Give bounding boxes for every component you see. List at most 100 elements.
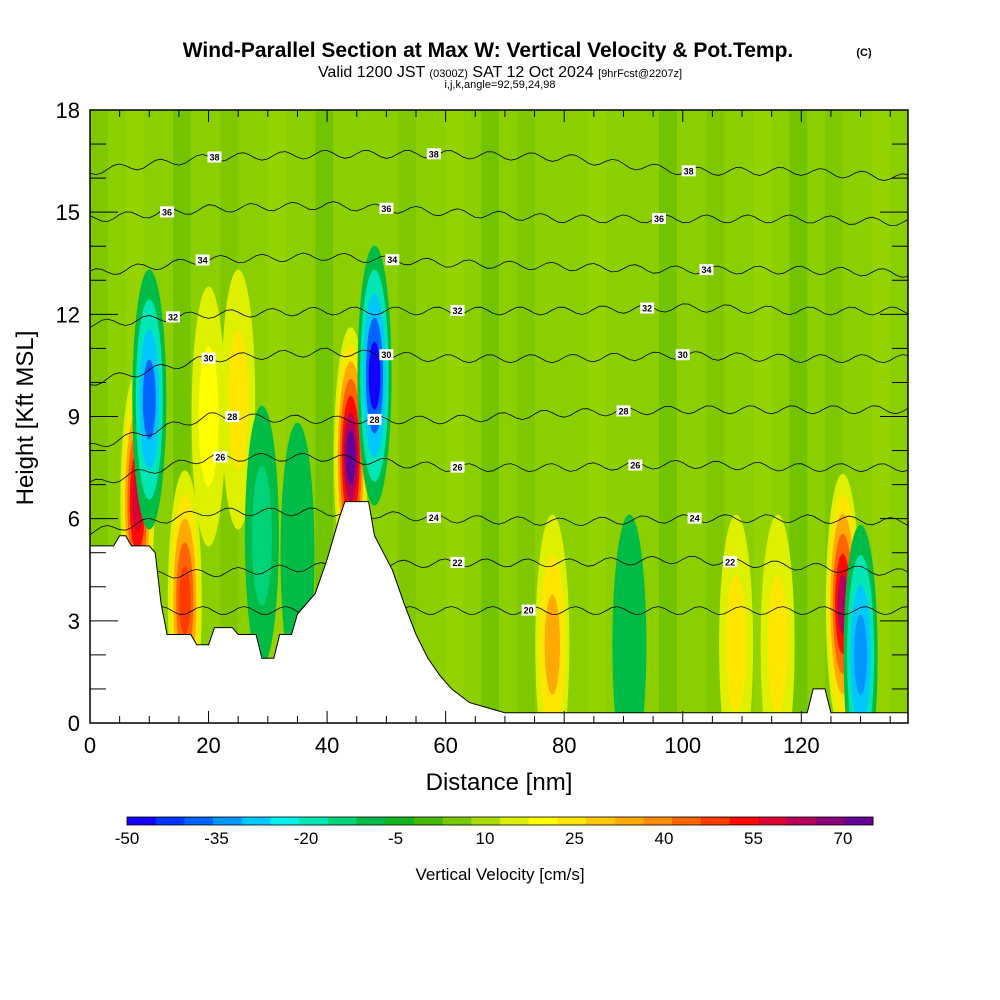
colorbar-swatch [327, 817, 358, 825]
colorbar-swatch [643, 817, 673, 825]
colorbar-tick-label: 70 [834, 829, 853, 848]
valid-date: SAT 12 Oct 2024 [472, 64, 593, 81]
plot-area: 20 22 22 24 24 26 26 26 28 28 28 30 30 30 32 32 32 34 34 34… [90, 110, 908, 723]
colorbar-swatch [270, 817, 300, 825]
contour-label: 38 [684, 166, 694, 176]
band [481, 110, 499, 723]
y-tick-label: 18 [56, 98, 80, 123]
contour-label-bg [160, 206, 175, 218]
colorbar-tick-label: -35 [204, 829, 229, 848]
theta-contour-line [90, 507, 908, 536]
colorbar-swatch [815, 817, 845, 825]
section-params: i,j,k,angle=92,59,24,98 [444, 79, 555, 91]
contour-label: 38 [429, 149, 439, 159]
w-cell [179, 566, 191, 635]
theta-contour-line [90, 150, 908, 182]
contour-label: 36 [162, 207, 172, 217]
w-cell [198, 346, 219, 487]
w-cell [368, 341, 381, 410]
y-tick-label: 3 [68, 609, 80, 634]
x-tick-label: 20 [196, 733, 220, 758]
contour-label: 26 [215, 452, 225, 462]
band [516, 110, 535, 723]
colorbar-swatch [672, 817, 702, 825]
colorbar-swatch [614, 817, 644, 825]
contour-label-bg [385, 254, 400, 266]
colorbar: -50 -35 -20 -5 10 25 40 55 70 [115, 816, 874, 848]
contour-label-bg [723, 556, 738, 568]
contour-label-bg [675, 349, 690, 361]
contour-label: 32 [168, 312, 178, 322]
contour-label-bg [521, 604, 536, 616]
w-cell [142, 359, 156, 440]
copyright-mark: (C) [856, 47, 872, 59]
contour-label: 32 [452, 306, 462, 316]
contour-label: 36 [654, 214, 664, 224]
theta-contour-line [90, 201, 908, 227]
colorbar-swatch [528, 817, 558, 825]
y-tick-label: 6 [68, 507, 80, 532]
colorbar-swatch [184, 817, 214, 825]
colorbar-tick-label: 55 [744, 829, 763, 848]
contour-label: 26 [630, 461, 640, 471]
colorbar-swatch [500, 817, 530, 825]
colorbar-swatch [155, 817, 185, 825]
contour-label: 20 [524, 606, 534, 616]
valid-time-line: Valid 1200 JST (0300Z) SAT 12 Oct 2024 [… [318, 64, 682, 81]
contour-label-bg [426, 511, 441, 523]
contour-label: 30 [678, 350, 688, 360]
w-cell [619, 574, 640, 715]
w-cell [726, 574, 747, 715]
contour-label: 34 [701, 265, 711, 275]
contour-label-bg [681, 165, 696, 177]
contour-label-bg [379, 349, 394, 361]
valid-utc: (0300Z) [429, 68, 468, 80]
colorbar-frame [126, 816, 874, 826]
colorbar-tick-label: -5 [388, 829, 403, 848]
contour-label: 24 [690, 514, 700, 524]
y-tick-label: 12 [56, 302, 80, 327]
colorbar-swatch [729, 817, 759, 825]
contour-label-bg [213, 451, 228, 463]
colorbar-tick-label: -50 [115, 829, 140, 848]
colorbar-swatch [356, 817, 386, 825]
colorbar-swatch [241, 817, 271, 825]
forecast-info: [9hrFcst@2207z] [598, 68, 682, 80]
contour-label: 26 [452, 463, 462, 473]
band [587, 110, 606, 723]
x-tick-label: 120 [783, 733, 820, 758]
x-tick-label: 100 [664, 733, 701, 758]
band [706, 110, 725, 723]
colorbar-tick-label: 40 [655, 829, 674, 848]
contour-label: 28 [370, 415, 380, 425]
colorbar-swatch [127, 817, 157, 825]
colorbar-swatch [442, 817, 472, 825]
x-tick-label: 60 [433, 733, 457, 758]
contour-label: 24 [429, 513, 439, 523]
x-tick-label: 40 [315, 733, 339, 758]
colorbar-swatch [700, 817, 731, 825]
colorbar-swatch [213, 817, 243, 825]
colorbar-swatch [471, 817, 501, 825]
terrain [90, 501, 908, 723]
contour-label: 38 [209, 153, 219, 163]
theta-contour-line [90, 252, 908, 278]
y-tick-label: 15 [56, 200, 80, 225]
theta-contour-line [90, 303, 908, 329]
colorbar-swatch [758, 817, 788, 825]
contour-label-bg [640, 302, 655, 314]
contour-label-bg [367, 413, 382, 425]
band [659, 110, 677, 723]
x-tick-label: 80 [552, 733, 576, 758]
w-cell [544, 594, 561, 695]
contour-label-bg [195, 254, 210, 266]
colorbar-swatch [786, 817, 817, 825]
band [445, 110, 464, 723]
chart-title: Wind-Parallel Section at Max W: Vertical… [183, 39, 794, 62]
colorbar-tick-label: 25 [565, 829, 584, 848]
contour-label: 30 [204, 354, 214, 364]
contour-label: 28 [227, 412, 237, 422]
contour-label: 32 [642, 304, 652, 314]
